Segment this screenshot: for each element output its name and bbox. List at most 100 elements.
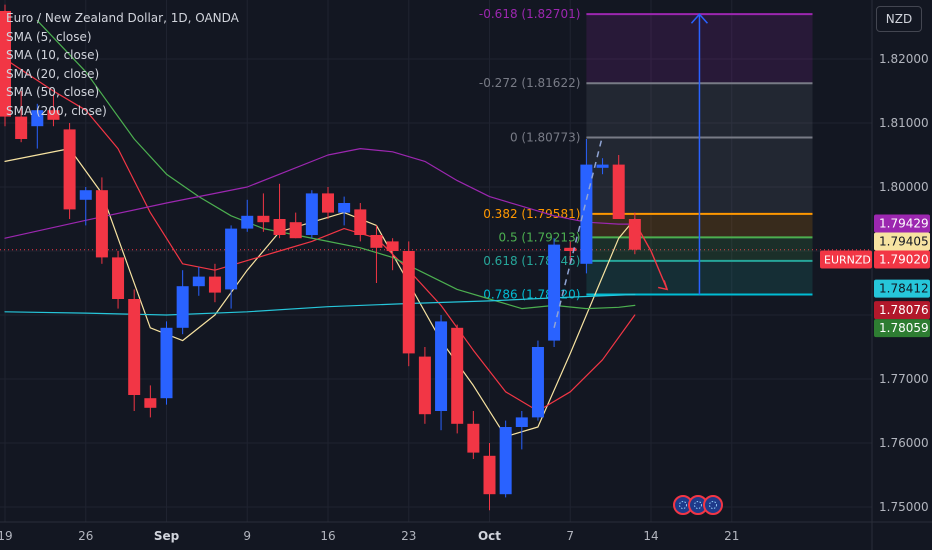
down-arrow-head [657,280,669,291]
price-tag [874,250,930,269]
candle-body [612,164,625,219]
candle-body [273,219,286,235]
time-tick-label: 14 [643,529,658,543]
candle-body [402,251,415,354]
candle [144,385,157,418]
candle-body [0,11,11,117]
legend-sma-10[interactable]: SMA (10, close) [6,48,100,62]
candle-body [499,427,512,495]
time-tick-label: 9 [243,529,251,543]
candle [241,199,254,232]
projection-arrow-head [690,13,709,24]
candle [31,103,44,149]
fib-level-label: 0 (1.80773) [510,131,580,145]
chart-title[interactable]: Euro / New Zealand Dollar, 1D, OANDA [6,11,239,25]
symbol-tag [820,250,872,269]
fibonacci-extension[interactable]: -0.618 (1.82701) -0.272 (1.81622) 0 (1.807… [479,7,813,302]
candle [515,411,528,450]
candle [192,267,205,296]
event-badge-icon [694,501,702,509]
candle-body [483,455,496,495]
event-badge [703,495,723,515]
candle [257,193,270,232]
fib-level-label: 0.5 (1.79213) [499,230,581,244]
legend-sma-50[interactable]: SMA (50, close) [6,85,100,99]
dashed-path [553,135,604,328]
price-axis[interactable]: 1.750001.760001.770001.780001.790001.800… [820,52,930,514]
candle-body [467,423,480,453]
candle [128,289,141,411]
candle-body [47,110,60,120]
candle-body [15,116,28,139]
time-tick-label: 7 [566,529,574,543]
price-tag-value: 1.78412 [879,282,929,296]
candle-body [515,417,528,427]
candle [79,187,92,226]
drawings[interactable] [553,13,709,328]
price-tag [874,214,930,233]
fib-level-label: 0.382 (1.79581) [483,207,580,221]
candle-body [225,228,238,290]
price-tag-value: 1.79405 [879,235,929,249]
candle [47,94,60,127]
candle-body [531,347,544,418]
candle-body [289,222,302,239]
event-badge-icon [709,501,717,509]
candle-body [128,299,141,395]
candle [112,251,125,309]
candle [548,238,561,347]
candle-body [418,356,431,415]
down-arrow-shaft [634,221,668,290]
candle-body [564,247,577,251]
time-tick-label: 16 [320,529,335,543]
candle-body [580,164,593,264]
candle-body [386,241,399,251]
candle-body [257,215,270,223]
time-tick-label: 21 [724,529,739,543]
event-badges[interactable] [673,495,723,515]
price-tag [874,301,930,320]
candle [322,187,334,219]
currency-button[interactable]: NZD [876,6,922,32]
price-tick-label: 1.82000 [879,52,929,66]
candle-body [338,203,351,213]
price-tag-value: 1.78076 [879,303,929,317]
candle [225,225,238,309]
candle-body [176,286,189,328]
fib-level-label: -0.272 (1.81622) [479,76,580,90]
price-tag [874,319,930,338]
legend-sma-200[interactable]: SMA (200, close) [6,103,107,118]
candle [95,177,108,264]
price-tick-label: 1.80000 [879,180,929,194]
candle [564,241,577,264]
candle [370,225,383,283]
fib-level-label: -0.618 (1.82701) [479,7,580,21]
time-tick-label: 23 [401,529,416,543]
fib-level-label: 0.618 (1.78845) [483,254,580,268]
price-tick-label: 1.76000 [879,436,929,450]
candlesticks [0,4,641,511]
candle-body [241,215,254,229]
price-tag-value: 1.79429 [879,217,929,231]
candle [418,347,431,424]
candle-body [596,164,609,168]
legend-sma-5[interactable]: SMA (5, close) [6,29,92,44]
legend-sma-20[interactable]: SMA (20, close) [6,66,100,81]
candle-body [95,190,108,258]
time-tick-label: Oct [478,529,501,543]
candle [467,411,480,459]
time-tick-label: 19 [0,529,13,543]
candle [338,196,351,226]
time-tick-label: Sep [154,529,180,543]
candle-body [322,193,334,213]
candle-body [160,327,173,399]
price-tag-value: 1.79020 [879,253,929,267]
candle [483,443,496,511]
candle-body [144,398,157,408]
sma-line [4,293,636,316]
time-axis[interactable]: 19 26 Sep 9 16 23 Oct 7 14 21 [0,529,739,543]
price-tick-label: 1.81000 [879,116,929,130]
candle-body [79,190,92,200]
candle [386,238,399,271]
